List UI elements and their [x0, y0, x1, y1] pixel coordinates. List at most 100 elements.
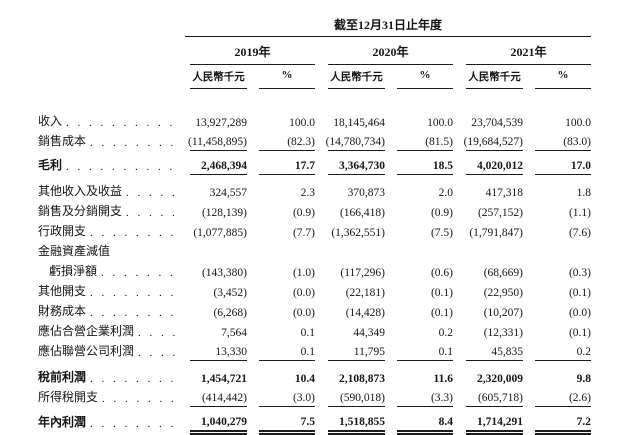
amount-cell: 1,040,279	[190, 412, 247, 435]
row-label-text: 所得稅開支	[38, 390, 99, 404]
spacer	[315, 221, 328, 241]
amount-cell: (19,684,527)	[464, 131, 523, 151]
percent-header-2021: %	[535, 65, 591, 89]
percent-cell: 2.3	[300, 187, 315, 199]
amount-cell: 417,318	[485, 187, 523, 199]
row-label-text: 應佔合營企業利潤	[38, 324, 135, 338]
spacer	[247, 301, 259, 321]
spacer	[38, 65, 185, 89]
spacer	[315, 281, 328, 301]
spacer	[453, 111, 466, 131]
spacer	[453, 321, 466, 341]
row-label-text: 虧損淨額	[49, 264, 98, 278]
percent-cell: (0.9)	[292, 207, 315, 219]
percent-header-2019: %	[259, 65, 315, 89]
table-row: 其他收入及收益 324,557 2.3 370,873 2.0 417,318 1.8	[38, 181, 591, 201]
spacer	[523, 131, 535, 151]
unit-header-2019: 人民幣千元	[190, 65, 247, 89]
spacer	[523, 341, 535, 361]
financial-table: 截至12月31日止年度 2019年 2020年 2021年 人民幣千元 % 人民…	[38, 14, 591, 435]
leader-dots	[66, 117, 175, 129]
row-label: 其他開支	[38, 281, 185, 301]
spacer	[523, 281, 535, 301]
spacer	[385, 155, 397, 175]
amount-cell: 2,320,009	[477, 373, 523, 385]
table-row: 金融資產減值	[38, 241, 591, 261]
leader-dots	[126, 207, 175, 219]
spacer	[315, 301, 328, 321]
amount-cell: (22,950)	[483, 287, 523, 299]
spacer	[385, 341, 397, 361]
spacer	[523, 201, 535, 221]
row-label-text: 毛利	[38, 158, 63, 172]
spacer	[523, 65, 535, 89]
row-label-text: 財務成本	[38, 304, 87, 318]
spacer	[315, 111, 328, 131]
amount-cell: (14,780,734)	[326, 131, 385, 151]
row-label: 應佔聯營公司利潤	[38, 341, 185, 361]
percent-cell: (7.5)	[430, 227, 453, 239]
percent-cell: 7.5	[259, 412, 315, 435]
year-header-2020: 2020年	[328, 37, 453, 65]
row-label-text: 金融資產減值	[38, 244, 111, 258]
spacer	[385, 181, 397, 201]
spacer	[523, 412, 535, 432]
row-label: 金融資產減值	[38, 241, 185, 261]
spacer	[385, 367, 397, 387]
percent-cell: (3.0)	[259, 387, 315, 407]
year-header-2021: 2021年	[466, 37, 591, 65]
percent-cell: (0.9)	[430, 207, 453, 219]
percent-cell: 7.2	[535, 412, 591, 435]
spacer	[523, 221, 535, 241]
spacer	[385, 387, 397, 407]
row-label-text: 其他收入及收益	[38, 184, 123, 198]
spacer	[247, 181, 259, 201]
spacer	[315, 37, 328, 65]
spacer	[523, 367, 535, 387]
percent-cell: 0.1	[397, 341, 453, 361]
percent-cell	[397, 241, 453, 261]
percent-cell: (3.3)	[397, 387, 453, 407]
spacer	[453, 281, 466, 301]
amount-cell: 3,364,730	[328, 155, 385, 175]
spacer	[315, 201, 328, 221]
amount-cell: 18,145,464	[333, 117, 385, 129]
amount-cell: (605,718)	[466, 387, 523, 407]
row-label-text: 行政開支	[38, 224, 87, 238]
spacer	[315, 412, 328, 432]
amount-cell: 13,927,289	[195, 117, 247, 129]
leader-dots	[90, 287, 175, 299]
spacer	[315, 155, 328, 175]
leader-dots	[90, 227, 175, 239]
percent-cell: 0.2	[438, 327, 453, 339]
spacer	[38, 37, 185, 65]
percent-cell: (83.0)	[535, 131, 591, 151]
amount-cell: 23,704,539	[471, 117, 523, 129]
amount-cell: 370,873	[347, 187, 385, 199]
percent-cell: 100.0	[289, 117, 315, 129]
spacer	[523, 387, 535, 407]
row-label-text: 銷售成本	[38, 134, 87, 148]
spacer	[315, 341, 328, 361]
spacer	[453, 261, 466, 281]
spacer	[523, 181, 535, 201]
amount-cell: (257,152)	[477, 207, 523, 219]
amount-cell: (590,018)	[328, 387, 385, 407]
percent-cell: (0.1)	[568, 287, 591, 299]
amount-cell: (14,428)	[345, 307, 385, 319]
spacer	[385, 241, 397, 261]
amount-cell: 11,795	[328, 341, 385, 361]
table-row: 銷售及分銷開支 (128,139) (0.9) (166,418) (0.9) (257,…	[38, 201, 591, 221]
table-row: 毛利 2,468,394 17.7 3,364,730 18.5 4,020,012 17.…	[38, 155, 591, 175]
spacer	[315, 181, 328, 201]
spacer	[247, 131, 259, 151]
spacer	[247, 281, 259, 301]
spacer	[315, 367, 328, 387]
percent-cell: 100.0	[565, 117, 591, 129]
percent-cell: (0.0)	[568, 307, 591, 319]
percent-cell: (0.6)	[430, 267, 453, 279]
percent-header-2020: %	[397, 65, 453, 89]
subheader-row: 人民幣千元 % 人民幣千元 % 人民幣千元 %	[38, 65, 591, 89]
table-row: 所得稅開支 (414,442) (3.0) (590,018) (3.3) (605,71…	[38, 387, 591, 407]
amount-cell: (1,791,847)	[469, 227, 523, 239]
